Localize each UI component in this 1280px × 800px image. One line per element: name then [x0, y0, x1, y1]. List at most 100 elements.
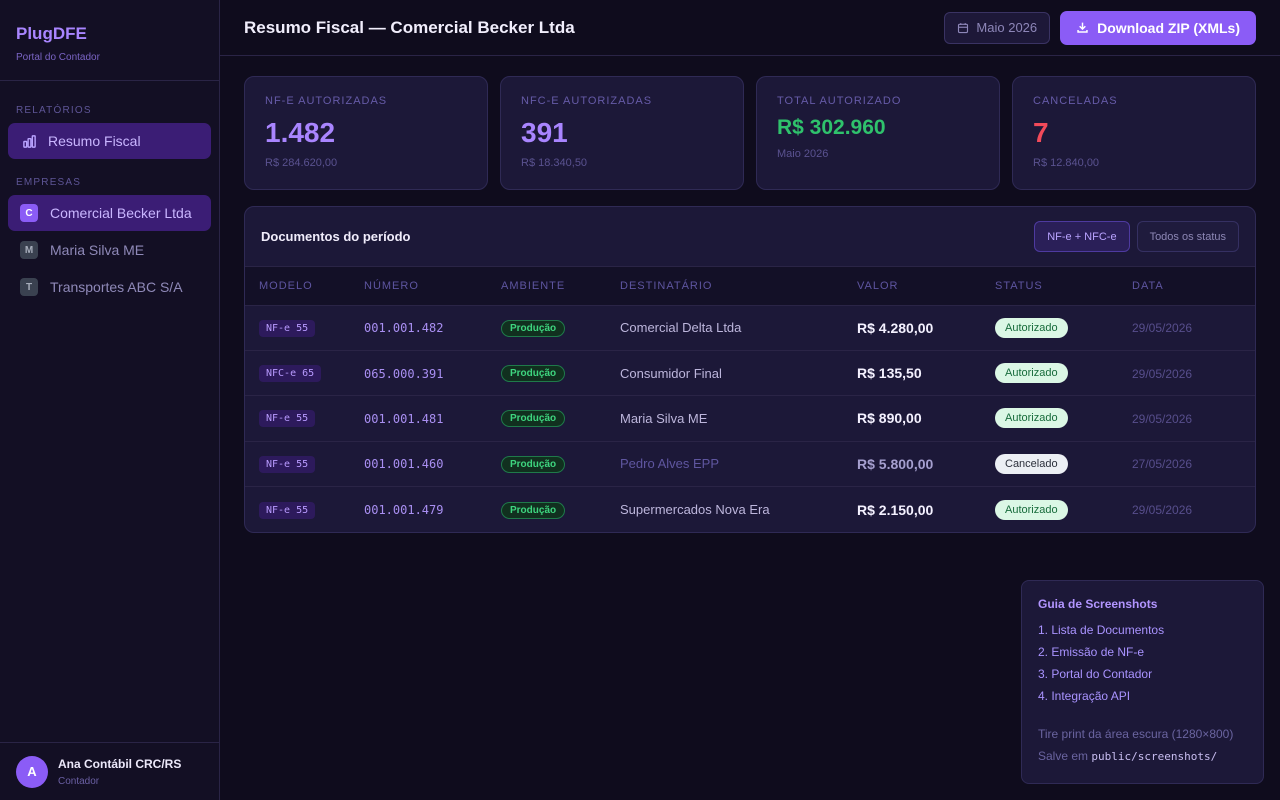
environment-badge: Produção [501, 365, 566, 383]
user-role: Contador [58, 775, 100, 787]
companies-section-label: EMPRESAS [16, 177, 82, 188]
document-number: 001.001.482 [364, 321, 444, 336]
sidebar-item-transportes-abc[interactable]: T Transportes ABC S/A [8, 269, 211, 305]
stat-value: 7 [1033, 117, 1049, 148]
download-label: Download ZIP (XMLs) [1097, 19, 1240, 36]
page-title: Resumo Fiscal — Comercial Becker Ltda [244, 17, 575, 37]
recipient: Comercial Delta Ltda [620, 320, 742, 336]
stat-card-nfce: NFC-E AUTORIZADAS 391 R$ 18.340,50 [500, 76, 744, 190]
guide-item: 3. Portal do Contador [1038, 667, 1153, 681]
brand-name: PlugDFE [16, 24, 87, 43]
stat-sub: R$ 12.840,00 [1033, 157, 1100, 169]
guide-item: 4. Integração API [1038, 689, 1131, 703]
stat-card-total: TOTAL AUTORIZADO R$ 302.960 Maio 2026 [756, 76, 1000, 190]
stat-value: R$ 302.960 [777, 116, 886, 139]
company-initial-badge: T [20, 278, 38, 296]
status-badge: Cancelado [995, 453, 1068, 474]
column-header[interactable]: STATUS [995, 279, 1043, 292]
top-bar: Resumo Fiscal — Comercial Becker Ltda Ma… [220, 0, 1280, 56]
sidebar-item-label: Resumo Fiscal [48, 133, 141, 149]
amount: R$ 135,50 [857, 365, 922, 382]
column-header[interactable]: DATA [1132, 279, 1164, 292]
download-zip-button[interactable]: Download ZIP (XMLs) [1060, 10, 1256, 45]
environment-badge: Produção [501, 410, 566, 428]
guide-note: Tire print da área escura (1280×800) [1038, 727, 1234, 741]
user-profile[interactable]: A Ana Contábil CRC/RS Contador [0, 742, 219, 800]
document-date: 29/05/2026 [1132, 503, 1193, 517]
documents-panel: Documentos do período NF-e + NFC-e Todos… [244, 206, 1256, 533]
stat-value: 1.482 [265, 117, 336, 148]
screenshot-guide: Guia de Screenshots 1. Lista de Document… [1021, 580, 1264, 784]
column-header[interactable]: DESTINATÁRIO [620, 279, 713, 292]
stat-label: CANCELADAS [1033, 95, 1118, 107]
documents-panel-header: Documentos do período NF-e + NFC-e Todos… [245, 207, 1255, 267]
document-number: 001.001.481 [364, 411, 444, 426]
model-tag: NFC-e 65 [259, 365, 322, 383]
amount: R$ 890,00 [857, 410, 922, 427]
reports-section-label: RELATÓRIOS [16, 105, 92, 116]
stat-sub: Maio 2026 [777, 148, 829, 160]
bar-chart-icon [20, 132, 38, 150]
model-tag: NF-e 55 [259, 410, 316, 428]
amount: R$ 5.800,00 [857, 455, 934, 472]
amount: R$ 4.280,00 [857, 319, 934, 336]
column-header[interactable]: VALOR [857, 279, 899, 292]
filter-model-button[interactable]: NF-e + NFC-e [1034, 221, 1130, 252]
sidebar-item-label: Transportes ABC S/A [50, 279, 183, 295]
document-date: 29/05/2026 [1132, 411, 1193, 426]
guide-save-prefix: Salve em [1038, 749, 1089, 763]
document-number: 001.001.460 [364, 457, 444, 472]
model-tag: NF-e 55 [259, 319, 316, 337]
stat-value: 391 [521, 117, 568, 148]
recipient: Supermercados Nova Era [620, 502, 770, 517]
guide-item: 2. Emissão de NF-e [1038, 645, 1145, 659]
sidebar-item-label: Comercial Becker Ltda [50, 205, 192, 221]
company-initial-badge: C [20, 204, 38, 222]
stat-sub: R$ 284.620,00 [265, 157, 338, 169]
document-date: 29/05/2026 [1132, 321, 1193, 336]
table-header-row: MODELO NÚMERO AMBIENTE DESTINATÁRIO VALO… [245, 267, 1255, 305]
model-tag: NF-e 55 [259, 455, 316, 473]
sidebar-item-comercial-becker[interactable]: C Comercial Becker Ltda [8, 195, 211, 231]
stat-card-canceladas: CANCELADAS 7 R$ 12.840,00 [1012, 76, 1256, 190]
document-date: 29/05/2026 [1132, 366, 1193, 381]
stat-label: TOTAL AUTORIZADO [777, 95, 902, 107]
sidebar-item-label: Maria Silva ME [50, 242, 145, 258]
stat-card-nfe: NF-E AUTORIZADAS 1.482 R$ 284.620,00 [244, 76, 488, 190]
avatar: A [16, 755, 48, 788]
table-row[interactable]: NFC-e 65 065.000.391 Produção Consumidor… [245, 350, 1255, 395]
recipient: Pedro Alves EPP [620, 456, 719, 472]
environment-badge: Produção [501, 319, 566, 337]
period-selector-button[interactable]: Maio 2026 [944, 11, 1051, 44]
table-row[interactable]: NF-e 55 001.001.481 Produção Maria Silva… [245, 395, 1255, 441]
environment-badge: Produção [501, 455, 566, 473]
stats-cards: NF-E AUTORIZADAS 1.482 R$ 284.620,00 NFC… [244, 76, 1256, 190]
guide-item: 1. Lista de Documentos [1038, 623, 1165, 637]
sidebar: PlugDFE Portal do Contador RELATÓRIOS Re… [0, 0, 220, 800]
document-date: 27/05/2026 [1132, 457, 1193, 472]
period-label: Maio 2026 [976, 20, 1038, 35]
table-row[interactable]: NF-e 55 001.001.482 Produção Comercial D… [245, 305, 1255, 350]
stat-sub: R$ 18.340,50 [521, 157, 588, 169]
brand: PlugDFE Portal do Contador [0, 0, 219, 81]
amount: R$ 2.150,00 [857, 501, 934, 518]
recipient: Maria Silva ME [620, 410, 708, 426]
table-row[interactable]: NF-e 55 001.001.460 Produção Pedro Alves… [245, 441, 1255, 486]
user-name: Ana Contábil CRC/RS [58, 756, 182, 771]
sidebar-item-maria-silva[interactable]: M Maria Silva ME [8, 232, 211, 268]
table-row[interactable]: NF-e 55 001.001.479 Produção Supermercad… [245, 486, 1255, 532]
company-initial-badge: M [20, 241, 38, 259]
documents-table: MODELO NÚMERO AMBIENTE DESTINATÁRIO VALO… [245, 267, 1255, 532]
download-icon [1077, 22, 1088, 33]
column-header[interactable]: MODELO [259, 279, 313, 292]
column-header[interactable]: AMBIENTE [501, 279, 566, 292]
status-badge: Autorizado [995, 499, 1068, 520]
sidebar-item-resumo-fiscal[interactable]: Resumo Fiscal [8, 123, 211, 159]
stat-label: NF-E AUTORIZADAS [265, 95, 388, 107]
environment-badge: Produção [501, 501, 566, 519]
recipient: Consumidor Final [620, 365, 722, 381]
column-header[interactable]: NÚMERO [364, 279, 419, 292]
filter-status-button[interactable]: Todos os status [1136, 221, 1239, 252]
calendar-icon [958, 22, 969, 33]
status-badge: Autorizado [995, 317, 1068, 338]
